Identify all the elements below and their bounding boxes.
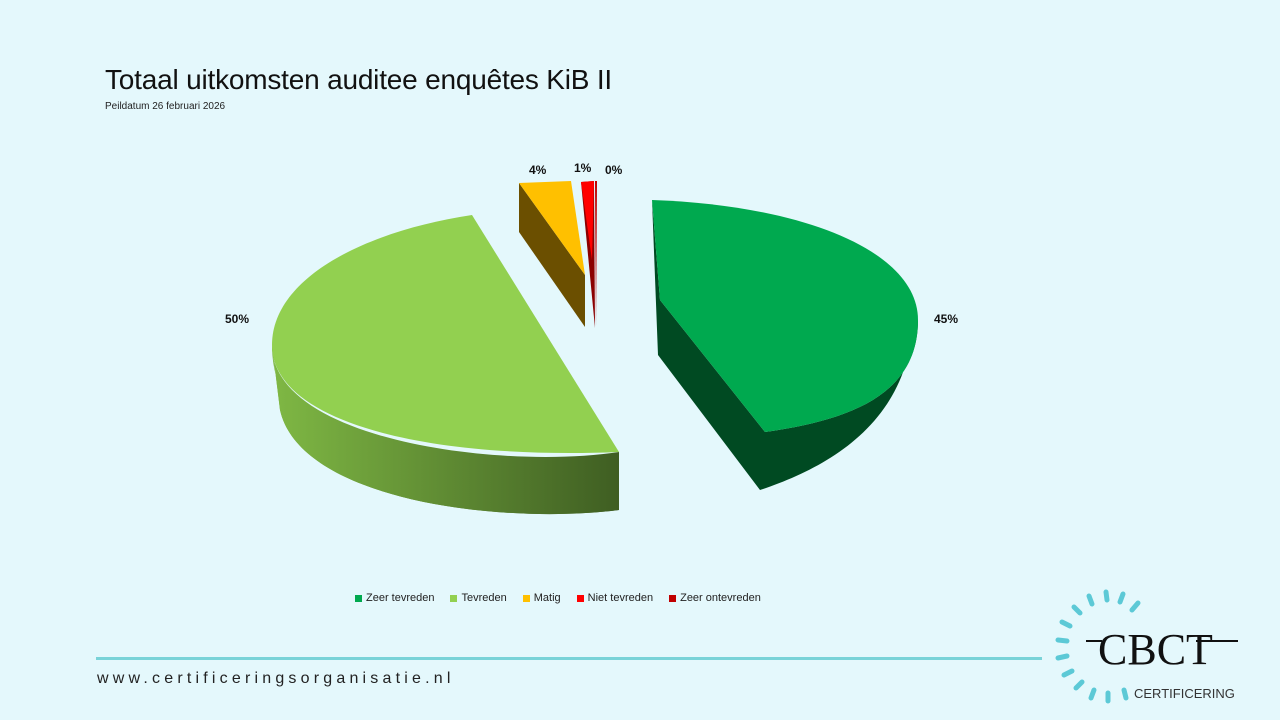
footer-url[interactable]: www.certificeringsorganisatie.nl [97,670,455,687]
data-label-zeer-ontevreden: 0% [605,163,623,177]
chart-title: Totaal uitkomsten auditee enquêtes KiB I… [105,64,613,95]
chart-legend: Zeer tevreden Tevreden Matig Niet tevred… [355,592,761,604]
legend-swatch-icon [576,594,584,602]
slice-matig[interactable] [519,181,585,327]
slice-tevreden[interactable] [272,215,619,515]
slice-niet-tevreden[interactable] [581,181,595,328]
legend-swatch-icon [669,594,677,602]
legend-item-tevreden[interactable]: Tevreden [450,592,507,604]
legend-item-niet-tevreden[interactable]: Niet tevreden [576,592,654,604]
legend-item-zeer-ontevreden[interactable]: Zeer ontevreden [669,592,761,604]
cbct-logo: CBCT CERTIFICERING [1055,589,1238,704]
slice-zeer-tevreden[interactable] [652,200,918,490]
logo-text: CERTIFICERING [1134,686,1235,701]
legend-swatch-icon [522,594,530,602]
legend-label: Tevreden [461,592,507,604]
footer-divider [96,657,1042,660]
legend-swatch-icon [355,594,362,602]
data-label-tevreden: 50% [225,312,250,326]
sunburst-icon [1055,589,1141,704]
data-label-zeer-tevreden: 45% [934,312,959,326]
data-label-niet-tevreden: 1% [574,161,592,175]
legend-label: Zeer ontevreden [680,592,761,604]
legend-item-matig[interactable]: Matig [522,592,561,604]
logo-mark: CBCT [1098,625,1213,674]
legend-label: Niet tevreden [587,592,654,604]
legend-label: Zeer tevreden [366,592,435,604]
data-label-matig: 4% [529,163,547,177]
legend-swatch-icon [450,594,458,602]
slice-zeer-ontevreden[interactable] [595,181,597,328]
legend-item-zeer-tevreden[interactable]: Zeer tevreden [355,592,434,604]
chart-subtitle: Peildatum 26 februari 2026 [105,101,226,112]
legend-label: Matig [533,592,561,604]
